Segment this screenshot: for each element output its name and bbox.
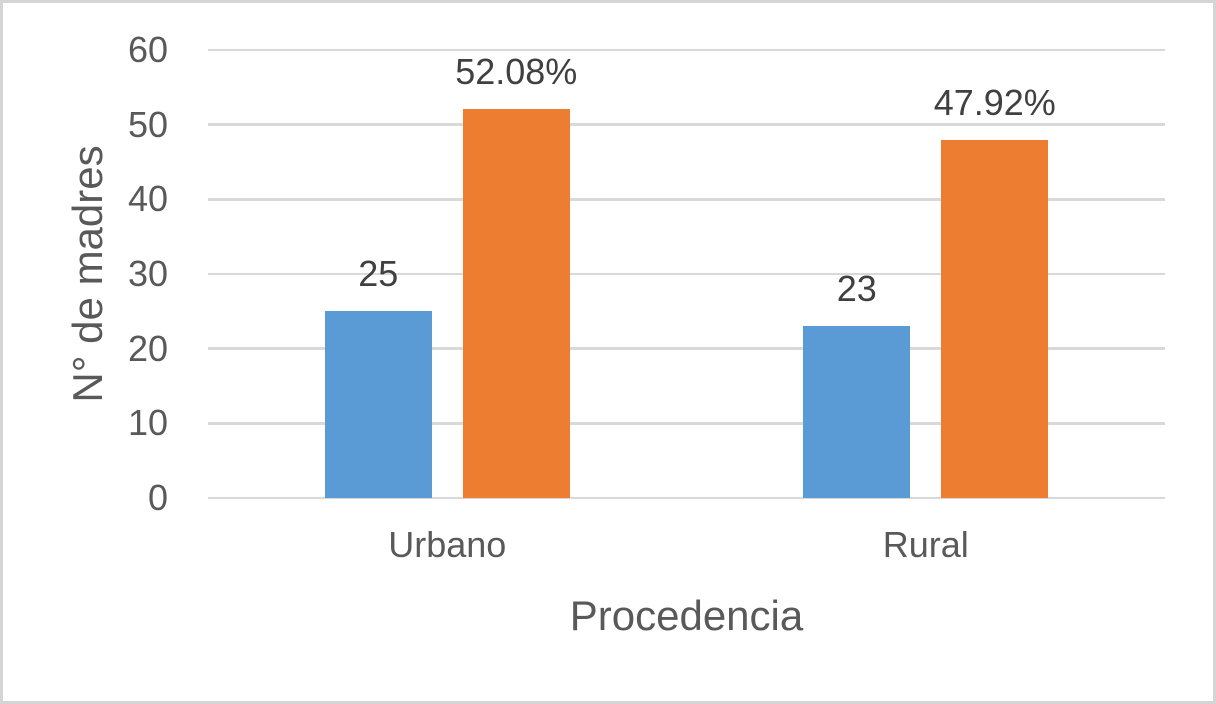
bar-data-label: 52.08% [455,50,578,92]
y-axis-tick-label: 40 [127,178,168,220]
bar [324,311,432,498]
bar [462,109,570,498]
category-label: Urbano [388,524,507,565]
category-label: Rural [882,524,969,565]
y-axis-tick-label: 0 [147,477,168,518]
x-axis-title: Procedencia [569,592,804,639]
gridline [208,272,1165,276]
bar-data-label: 23 [836,267,877,309]
bar-data-label: 47.92% [933,81,1056,123]
y-axis-tick-label: 10 [127,402,168,444]
gridline [208,496,1165,500]
bar [941,140,1049,498]
y-axis-tick-label: 20 [127,327,168,369]
plot-area: 25 52.08% 23 47.92% [208,48,1165,500]
y-axis-tick-label: 50 [127,103,168,145]
gridline [208,422,1165,425]
gridline [208,48,1165,52]
y-axis-tick-label: 60 [127,29,168,70]
bar-data-label: 25 [358,252,399,294]
gridline [208,123,1165,126]
gridline [208,198,1165,201]
gridline [208,347,1165,350]
y-axis-tick-label: 30 [127,253,168,294]
bar [803,326,911,498]
